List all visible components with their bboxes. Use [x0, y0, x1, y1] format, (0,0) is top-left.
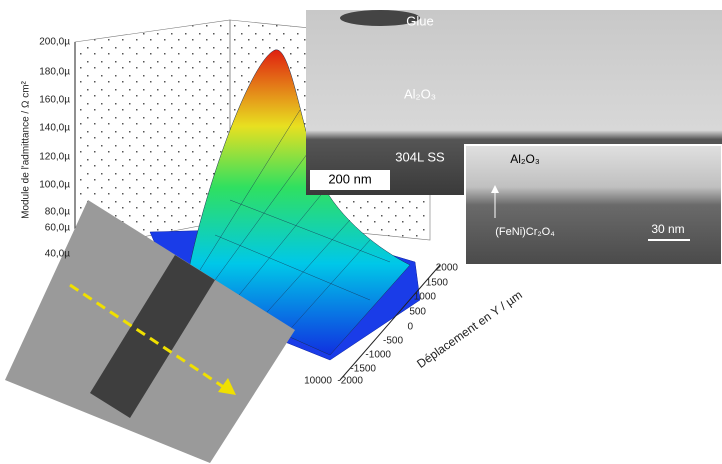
- y-tick-label: 1000: [414, 292, 437, 303]
- z-tick-label: 60,0µ: [45, 223, 70, 234]
- tem-image: [465, 145, 722, 265]
- z-tick-label: 140,0µ: [39, 123, 70, 134]
- z-tick-label: 100,0µ: [39, 180, 70, 191]
- label: Glue: [406, 13, 433, 28]
- label: 304L SS: [395, 149, 445, 164]
- y-tick-label: 1500: [426, 278, 449, 289]
- tem-small: [465, 145, 722, 265]
- z-tick-label: 180,0µ: [39, 67, 70, 78]
- y-tick-label: -1000: [365, 350, 391, 361]
- label: Al₂O₃: [510, 152, 540, 166]
- z-tick-label: 40,0µ: [45, 249, 70, 260]
- y-tick-label: -2000: [337, 376, 363, 387]
- scale-label: 30 nm: [651, 222, 684, 236]
- figure: 200,0µ 180,0µ 160,0µ 140,0µ 120,0µ 100,0µ 80,0…: [0, 0, 722, 464]
- z-tick-label: 200,0µ: [39, 37, 70, 48]
- z-tick-label: 120,0µ: [39, 152, 70, 163]
- label: (FeNi)Cr₂O₄: [495, 226, 555, 238]
- y-tick-label: 2000: [436, 263, 459, 274]
- y-tick-label: 500: [409, 307, 426, 318]
- z-tick-label: 80,0µ: [45, 207, 70, 218]
- x-tick-label: 10000: [304, 376, 332, 387]
- y-tick-label: -500: [383, 336, 403, 347]
- y-tick-label: -1500: [350, 364, 376, 375]
- y-tick-label: 0: [407, 322, 413, 333]
- scale-label: 200 nm: [328, 171, 371, 186]
- label: Al₂O₃: [404, 86, 436, 101]
- z-axis-label: Module de l'admittance / Ω cm²: [21, 80, 32, 218]
- z-tick-label: 160,0µ: [39, 95, 70, 106]
